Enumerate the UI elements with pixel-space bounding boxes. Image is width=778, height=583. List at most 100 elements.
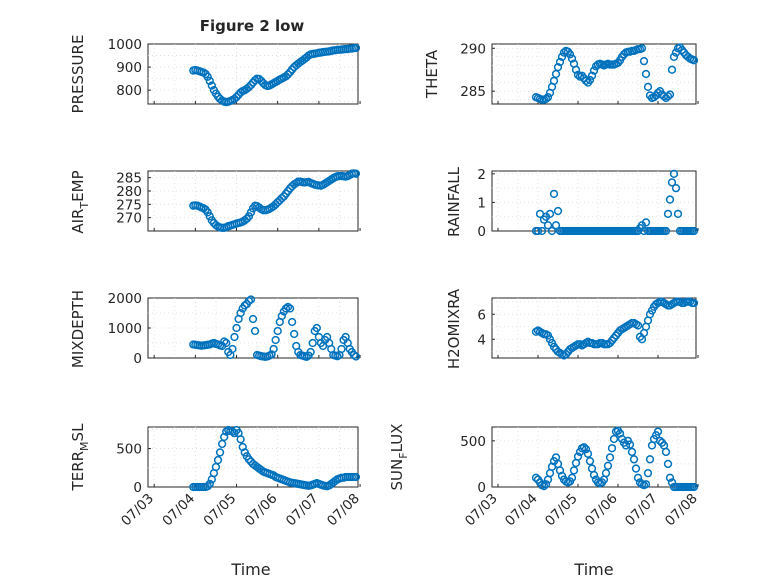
data-point	[689, 482, 699, 492]
ylabel-rainfall: RAINFALL	[445, 166, 463, 237]
plot-area-rainfall	[491, 170, 697, 232]
ytick-label: 285	[460, 84, 486, 100]
ytick-label: 4	[477, 332, 486, 348]
panel-sun_flux: 0 500 07/03 07/04 07/05 07/06 07/07 07/08	[460, 426, 701, 530]
ytick-label: 500	[116, 442, 142, 458]
data-point	[589, 66, 599, 75]
data-point	[601, 469, 611, 478]
data-point	[228, 344, 237, 354]
data-point	[583, 449, 593, 458]
ylabel-air-temp: AIRTEMP	[69, 170, 91, 233]
data-point	[549, 189, 559, 199]
data-point	[207, 81, 216, 90]
data-point	[246, 295, 256, 304]
ylabel-sun-a: SUN	[388, 459, 406, 491]
panel-terr_msl: 0 500 07/03 07/04 07/05 07/06 07/07 07/08	[116, 425, 363, 530]
data-point	[557, 52, 567, 62]
data-point	[337, 344, 346, 354]
data-point	[621, 441, 631, 450]
ytick-label: 285	[116, 171, 142, 187]
panel-rainfall: 0 1 2	[477, 167, 699, 240]
data-point	[553, 206, 563, 216]
data-point	[581, 76, 591, 86]
ylabel-terr-msl: TERRMSL	[69, 423, 91, 492]
data-point	[236, 435, 245, 444]
xlabel-right: Time	[573, 560, 613, 579]
data-point	[531, 473, 541, 482]
data-point	[244, 83, 254, 92]
panel-theta: 285 290	[460, 41, 699, 105]
data-point	[539, 481, 549, 491]
ytick-label: 1000	[108, 37, 142, 53]
data-point	[232, 92, 241, 102]
data-point	[240, 301, 249, 310]
data-point	[641, 69, 651, 79]
ytick-label: 1000	[108, 321, 142, 337]
data-point	[271, 335, 280, 345]
data-point	[215, 448, 225, 457]
xtick-label: 07/05	[201, 491, 240, 530]
data-point	[547, 226, 557, 236]
data-point	[643, 82, 653, 92]
ytick-label: 280	[116, 184, 142, 200]
data-point	[663, 459, 673, 469]
data-point	[655, 436, 665, 445]
data-point	[232, 323, 241, 333]
ytick-label: 800	[116, 83, 142, 99]
data-point	[689, 226, 699, 236]
data-point	[351, 169, 361, 178]
data-point	[585, 75, 595, 85]
data-point	[603, 461, 613, 470]
data-point	[665, 90, 675, 99]
data-point	[581, 445, 591, 454]
ytick-label: 0	[133, 351, 142, 367]
ytick-label: 900	[116, 60, 142, 76]
data-point	[349, 350, 359, 360]
ylabel-sun-b: LUX	[388, 424, 406, 453]
data-point	[203, 72, 212, 81]
data-point	[222, 338, 231, 348]
ytick-label: 290	[460, 41, 486, 57]
data-point	[663, 92, 673, 101]
data-point	[205, 479, 214, 489]
ylabel-pressure: PRESSURE	[69, 35, 87, 114]
ylabel-terr-b: SL	[69, 423, 87, 442]
data-point	[285, 304, 295, 313]
data-point	[553, 62, 563, 72]
data-point	[257, 76, 266, 86]
data-point	[669, 52, 679, 62]
series-mixdepth	[189, 295, 361, 361]
data-point	[533, 226, 543, 236]
data-point	[203, 208, 212, 217]
data-point	[244, 212, 254, 221]
data-point	[689, 56, 699, 65]
data-point	[287, 317, 297, 327]
data-point	[605, 453, 615, 462]
data-point	[641, 218, 651, 227]
data-point	[661, 447, 671, 457]
xtick-label: 07/03	[462, 491, 501, 530]
data-point	[653, 88, 663, 98]
data-point	[246, 208, 256, 217]
ylabel-h2omixra: H2OMIXRA	[445, 288, 463, 369]
data-point	[671, 183, 681, 193]
series-h2omixra	[531, 297, 699, 360]
ylabel-terr-sub: M	[78, 441, 91, 451]
data-point	[639, 56, 649, 66]
data-point	[312, 323, 321, 333]
data-point	[541, 480, 551, 489]
data-point	[571, 65, 581, 74]
ytick-label: 275	[116, 197, 142, 213]
data-point	[351, 472, 361, 482]
data-point	[607, 444, 617, 453]
ytick-label: 0	[133, 480, 142, 496]
data-point	[667, 65, 677, 74]
data-point	[667, 478, 677, 487]
xtick-label: 07/04	[159, 491, 198, 530]
ylabel-terr-a: TERR	[69, 451, 87, 492]
data-point	[665, 195, 675, 204]
data-point	[669, 169, 679, 179]
data-point	[220, 337, 229, 346]
data-point	[230, 332, 239, 342]
